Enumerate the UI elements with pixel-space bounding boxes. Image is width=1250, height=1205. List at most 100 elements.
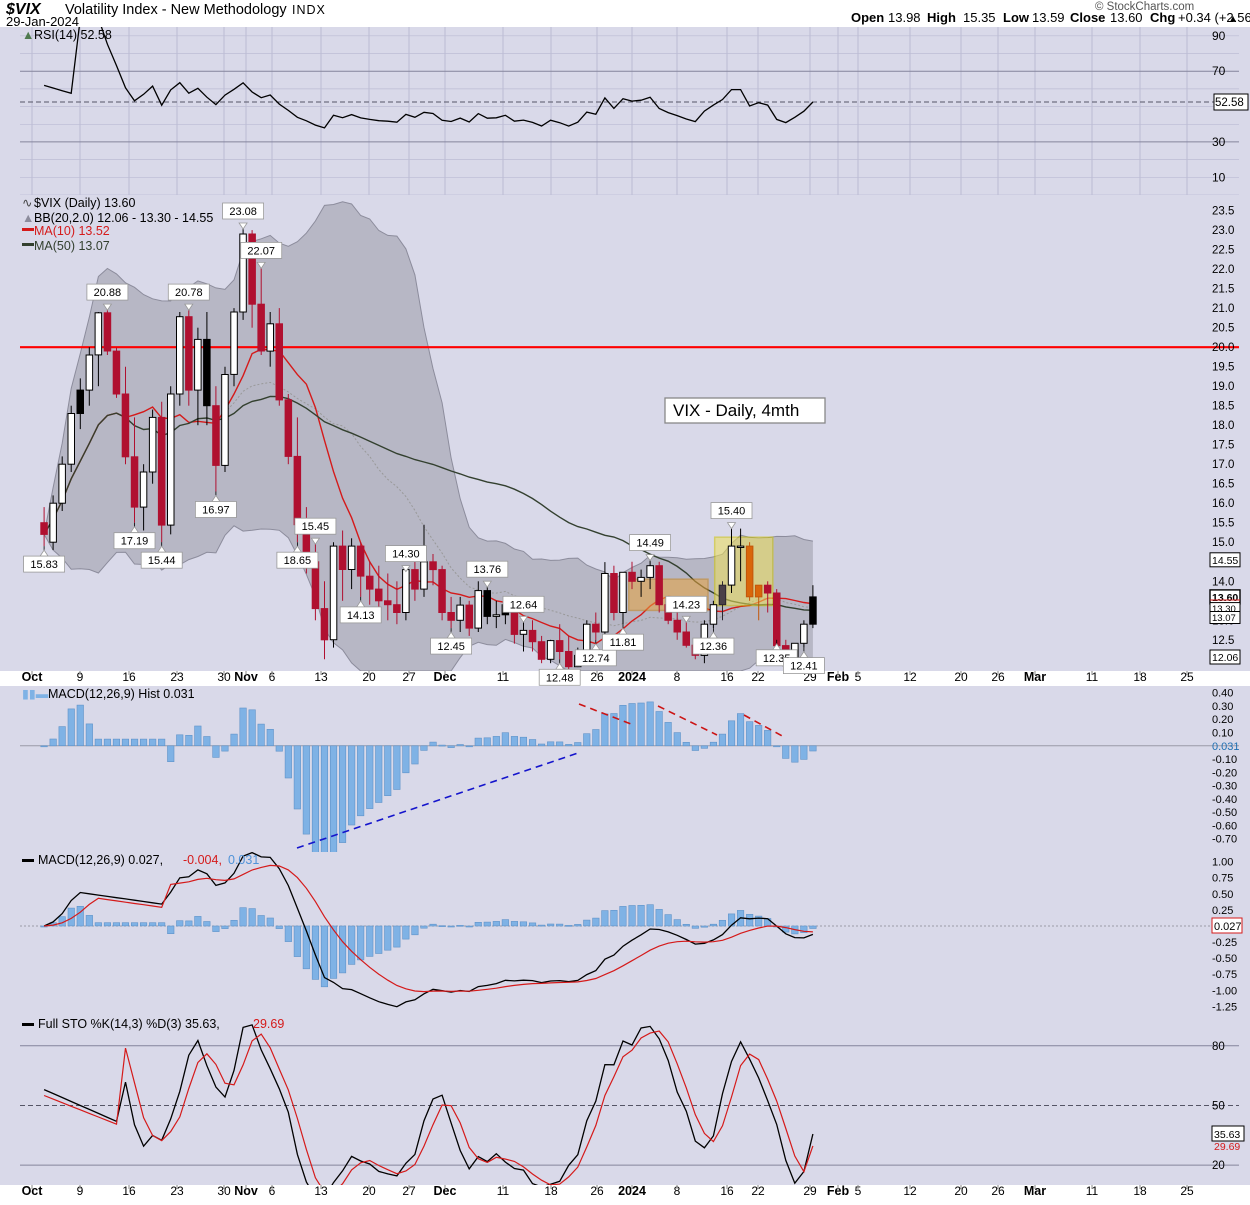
svg-text:14.13: 14.13 bbox=[347, 610, 375, 622]
svg-text:23.5: 23.5 bbox=[1212, 206, 1234, 218]
svg-text:-1.25: -1.25 bbox=[1212, 1001, 1237, 1013]
svg-text:0.25: 0.25 bbox=[1212, 905, 1233, 917]
svg-text:21.5: 21.5 bbox=[1212, 284, 1234, 296]
svg-text:20.78: 20.78 bbox=[175, 287, 203, 299]
svg-text:17.19: 17.19 bbox=[121, 536, 149, 548]
svg-text:29-Jan-2024: 29-Jan-2024 bbox=[6, 14, 79, 29]
svg-text:14.55: 14.55 bbox=[1212, 555, 1238, 567]
svg-text:-0.50: -0.50 bbox=[1212, 953, 1237, 965]
svg-text:MA(50) 13.07: MA(50) 13.07 bbox=[34, 239, 110, 253]
svg-text:80: 80 bbox=[1212, 1041, 1225, 1053]
svg-text:20.5: 20.5 bbox=[1212, 323, 1234, 335]
svg-text:-0.10: -0.10 bbox=[1212, 754, 1237, 766]
svg-text:16.5: 16.5 bbox=[1212, 479, 1234, 491]
svg-text:15.5: 15.5 bbox=[1212, 518, 1234, 530]
svg-text:15.44: 15.44 bbox=[148, 555, 176, 567]
svg-text:15.45: 15.45 bbox=[302, 521, 330, 533]
svg-text:17.5: 17.5 bbox=[1212, 440, 1234, 452]
svg-text:0.027: 0.027 bbox=[1214, 921, 1242, 933]
svg-text:-0.30: -0.30 bbox=[1212, 781, 1237, 793]
svg-text:18.5: 18.5 bbox=[1212, 401, 1234, 413]
svg-text:12.64: 12.64 bbox=[510, 599, 538, 611]
svg-text:High: High bbox=[927, 10, 956, 25]
svg-text:14.0: 14.0 bbox=[1212, 576, 1234, 588]
svg-text:-0.60: -0.60 bbox=[1212, 820, 1237, 832]
svg-text:15.0: 15.0 bbox=[1212, 537, 1234, 549]
svg-text:Full STO %K(14,3) %D(3) 35.63,: Full STO %K(14,3) %D(3) 35.63, bbox=[38, 1017, 220, 1031]
svg-text:VIX - Daily, 4mth: VIX - Daily, 4mth bbox=[673, 401, 799, 420]
svg-text:16.0: 16.0 bbox=[1212, 498, 1234, 510]
svg-text:-0.40: -0.40 bbox=[1212, 794, 1237, 806]
svg-text:▴: ▴ bbox=[1230, 11, 1236, 25]
svg-text:90: 90 bbox=[1212, 29, 1226, 43]
svg-text:15.83: 15.83 bbox=[30, 559, 58, 571]
svg-text:▲: ▲ bbox=[22, 28, 34, 42]
svg-text:10: 10 bbox=[1212, 170, 1226, 184]
svg-text:0.50: 0.50 bbox=[1212, 889, 1233, 901]
svg-text:12.36: 12.36 bbox=[700, 641, 728, 653]
svg-text:-0.70: -0.70 bbox=[1212, 834, 1237, 846]
svg-text:-0.20: -0.20 bbox=[1212, 767, 1237, 779]
svg-text:13.59: 13.59 bbox=[1032, 10, 1065, 25]
svg-text:14.23: 14.23 bbox=[673, 599, 701, 611]
svg-text:0.40: 0.40 bbox=[1212, 688, 1233, 700]
svg-text:13.98: 13.98 bbox=[888, 10, 921, 25]
svg-text:20: 20 bbox=[1212, 1160, 1225, 1172]
svg-text:Volatility Index - New Methodo: Volatility Index - New Methodology bbox=[65, 2, 287, 18]
svg-text:0.10: 0.10 bbox=[1212, 728, 1233, 740]
svg-text:18.65: 18.65 bbox=[284, 555, 312, 567]
svg-text:-0.75: -0.75 bbox=[1212, 969, 1237, 981]
svg-text:RSI(14) 52.58: RSI(14) 52.58 bbox=[34, 28, 112, 42]
svg-text:70: 70 bbox=[1212, 64, 1226, 78]
svg-text:0.75: 0.75 bbox=[1212, 873, 1233, 885]
svg-text:15.35: 15.35 bbox=[963, 10, 996, 25]
svg-text:35.63: 35.63 bbox=[1214, 1129, 1240, 1141]
svg-text:0.20: 0.20 bbox=[1212, 714, 1233, 726]
svg-text:13.07: 13.07 bbox=[1212, 613, 1236, 624]
svg-text:23.0: 23.0 bbox=[1212, 225, 1234, 237]
svg-text:22.0: 22.0 bbox=[1212, 264, 1234, 276]
svg-text:▲: ▲ bbox=[22, 211, 34, 225]
svg-text:13.76: 13.76 bbox=[474, 564, 502, 576]
svg-text:29.69: 29.69 bbox=[253, 1017, 284, 1031]
svg-text:0.031: 0.031 bbox=[1212, 741, 1240, 753]
svg-text:MACD(12,26,9) 0.027,: MACD(12,26,9) 0.027, bbox=[38, 853, 163, 867]
svg-text:$VIX (Daily) 13.60: $VIX (Daily) 13.60 bbox=[34, 196, 135, 210]
svg-text:50: 50 bbox=[1212, 1101, 1225, 1113]
svg-text:19.0: 19.0 bbox=[1212, 381, 1234, 393]
svg-text:18.0: 18.0 bbox=[1212, 420, 1234, 432]
svg-text:11.81: 11.81 bbox=[610, 637, 637, 649]
svg-text:▮▮▬: ▮▮▬ bbox=[22, 687, 49, 701]
svg-text:Low: Low bbox=[1003, 10, 1030, 25]
svg-text:12.48: 12.48 bbox=[546, 672, 574, 684]
svg-text:29.69: 29.69 bbox=[1214, 1141, 1240, 1153]
svg-text:MACD(12,26,9) Hist 0.031: MACD(12,26,9) Hist 0.031 bbox=[48, 687, 195, 701]
svg-text:-1.00: -1.00 bbox=[1212, 985, 1237, 997]
svg-text:12.41: 12.41 bbox=[790, 661, 818, 673]
svg-text:12.45: 12.45 bbox=[437, 641, 465, 653]
svg-text:21.0: 21.0 bbox=[1212, 303, 1234, 315]
svg-text:-0.004,: -0.004, bbox=[183, 853, 222, 867]
svg-text:Open: Open bbox=[851, 10, 884, 25]
svg-text:22.07: 22.07 bbox=[247, 245, 275, 257]
svg-text:15.40: 15.40 bbox=[718, 506, 746, 518]
svg-text:22.5: 22.5 bbox=[1212, 245, 1234, 257]
svg-text:17.0: 17.0 bbox=[1212, 459, 1234, 471]
svg-text:20.0: 20.0 bbox=[1212, 342, 1234, 354]
svg-text:BB(20,2.0) 12.06 - 13.30 - 14.: BB(20,2.0) 12.06 - 13.30 - 14.55 bbox=[34, 211, 213, 225]
svg-text:0.031: 0.031 bbox=[228, 853, 259, 867]
svg-text:© StockCharts.com: © StockCharts.com bbox=[1095, 1, 1194, 13]
svg-text:52.58: 52.58 bbox=[1215, 97, 1244, 109]
svg-text:14.49: 14.49 bbox=[636, 538, 664, 550]
svg-text:0.30: 0.30 bbox=[1212, 701, 1233, 713]
svg-text:30: 30 bbox=[1212, 135, 1226, 149]
svg-text:23.08: 23.08 bbox=[229, 206, 257, 218]
svg-text:14.30: 14.30 bbox=[392, 549, 420, 561]
svg-text:-0.25: -0.25 bbox=[1212, 937, 1237, 949]
svg-text:MA(10) 13.52: MA(10) 13.52 bbox=[34, 224, 110, 238]
svg-text:19.5: 19.5 bbox=[1212, 362, 1234, 374]
svg-text:INDX: INDX bbox=[292, 3, 326, 17]
svg-text:12.74: 12.74 bbox=[582, 653, 610, 665]
svg-text:16.97: 16.97 bbox=[202, 505, 230, 517]
svg-text:-0.50: -0.50 bbox=[1212, 807, 1237, 819]
